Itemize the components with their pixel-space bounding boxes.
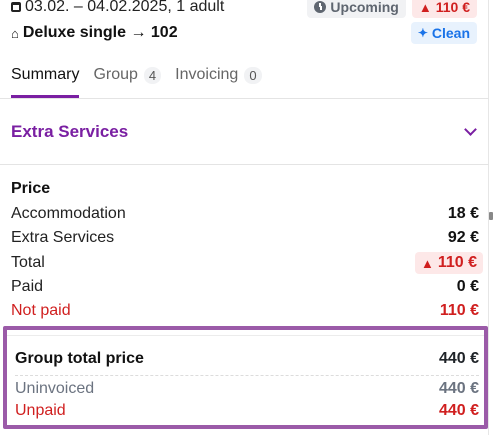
tab-summary-label: Summary (11, 66, 80, 83)
price-row-paid: Paid 0 € (11, 275, 479, 299)
group-total-value: 440 € (438, 350, 479, 367)
scrollbar-thumb[interactable] (489, 212, 493, 220)
extra-services-toggle[interactable]: Extra Services (0, 99, 489, 165)
tab-summary[interactable]: Summary (11, 62, 80, 98)
price-value: 92 € (447, 229, 479, 246)
price-row-accommodation: Accommodation 18 € (11, 202, 479, 226)
chevron-down-icon (464, 123, 477, 136)
room-info: ⌂ Deluxe single → 102 (11, 24, 178, 42)
price-row-not-paid: Not paid 110 € (11, 299, 479, 323)
dates-info: 03.02. – 04.02.2025, 1 adult (11, 0, 224, 16)
price-label: Total (11, 254, 45, 271)
status-badges: Upcoming ▲ 110 € (307, 0, 477, 18)
home-icon: ⌂ (11, 25, 19, 41)
price-value: 18 € (447, 205, 479, 222)
section-divider (7, 335, 484, 336)
group-total-section: Group total price 440 € Uninvoiced 440 €… (3, 326, 488, 429)
header-row-room: ⌂ Deluxe single → 102 ✦ Clean (11, 21, 477, 45)
header-row-dates: 03.02. – 04.02.2025, 1 adult Upcoming ▲ … (11, 0, 477, 18)
balance-warning-value: 110 € (435, 0, 470, 15)
tab-group-count: 4 (143, 67, 162, 84)
tab-bar: Summary Group 4 Invoicing 0 (11, 62, 262, 98)
tab-invoicing[interactable]: Invoicing 0 (175, 62, 262, 98)
price-row-total: Total ▲ 110 € (11, 251, 483, 275)
balance-warning-badge: ▲ 110 € (411, 0, 477, 18)
group-total-label: Group total price (15, 350, 144, 367)
dates-text: 03.02. – 04.02.2025, 1 adult (25, 0, 225, 15)
warning-icon: ▲ (418, 0, 432, 15)
clean-badge[interactable]: ✦ Clean (410, 22, 477, 44)
tab-invoicing-label: Invoicing (175, 66, 239, 83)
tab-group[interactable]: Group 4 (93, 62, 162, 98)
upcoming-label: Upcoming (330, 0, 399, 15)
unpaid-row: Unpaid 440 € (15, 400, 479, 422)
price-value: 0 € (456, 278, 479, 295)
price-value: 110 € (437, 254, 477, 271)
dashed-divider (15, 375, 479, 376)
price-label: Extra Services (11, 229, 115, 246)
tab-invoicing-count: 0 (244, 67, 262, 84)
clean-label: Clean (431, 25, 470, 41)
price-heading: Price (11, 180, 51, 197)
clock-icon (314, 1, 327, 13)
uninvoiced-value: 440 € (438, 380, 479, 397)
unpaid-value: 440 € (438, 402, 479, 419)
tabs-divider (0, 98, 489, 99)
price-label: Paid (11, 278, 44, 295)
uninvoiced-row: Uninvoiced 440 € (15, 378, 479, 400)
price-row-extra-services: Extra Services 92 € (11, 226, 479, 250)
uninvoiced-label: Uninvoiced (15, 380, 95, 397)
price-value: 110 € (439, 302, 479, 319)
extra-services-title: Extra Services (11, 121, 129, 141)
calendar-icon (11, 2, 21, 12)
unpaid-label: Unpaid (15, 402, 66, 419)
price-label: Accommodation (11, 205, 126, 222)
warning-icon: ▲ (420, 255, 434, 271)
total-warning-badge: ▲ 110 € (414, 252, 483, 274)
group-total-row: Group total price 440 € (15, 348, 479, 370)
sparkle-icon: ✦ (417, 26, 428, 40)
room-text: Deluxe single → 102 (22, 24, 178, 41)
tab-group-label: Group (93, 66, 138, 83)
price-label: Not paid (11, 302, 71, 319)
upcoming-badge: Upcoming (307, 0, 406, 18)
